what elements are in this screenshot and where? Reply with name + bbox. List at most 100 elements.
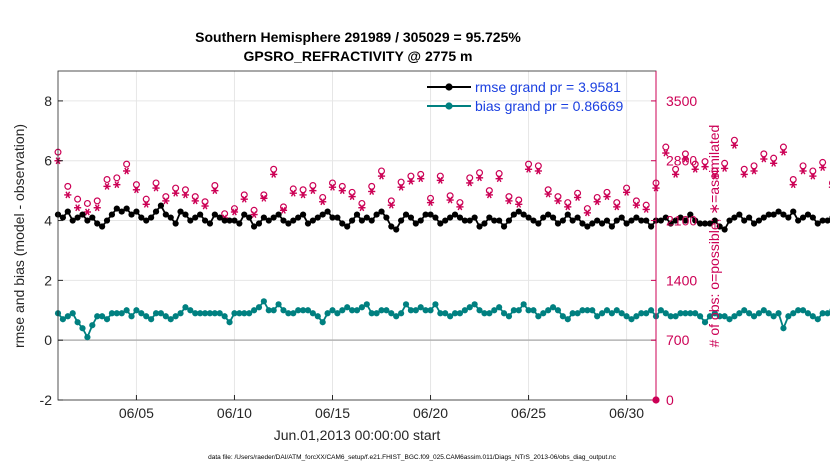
rmse-point: [520, 211, 527, 218]
legend: rmse grand pr = 3.9581 bias grand pr = 0…: [427, 79, 623, 114]
bias-point: [201, 310, 209, 317]
bias-point: [746, 310, 753, 317]
rmse-point: [476, 223, 483, 230]
obs-possible-point: [397, 178, 405, 186]
bias-point: [157, 310, 165, 317]
rmse-point: [304, 220, 312, 227]
obs-assimilated-point: [485, 191, 493, 199]
bias-point: [260, 298, 267, 305]
rmse-point: [731, 214, 738, 221]
rmse-point: [221, 217, 228, 224]
obs-assimilated-point: [279, 206, 288, 214]
obs-assimilated-point: [113, 181, 121, 189]
y-axis-left-ticks: -2 0 2 4 6 8: [40, 93, 63, 408]
rmse-point: [295, 214, 302, 221]
rmse-point: [804, 211, 812, 218]
x-tick-label-1: 06/10: [217, 405, 252, 421]
rmse-point: [741, 217, 748, 224]
rmse-point: [319, 211, 326, 218]
bias-point: [197, 310, 204, 317]
obs-possible-point: [113, 174, 121, 182]
rmse-point: [148, 214, 155, 221]
rmse-point: [746, 214, 753, 221]
bias-point: [795, 307, 802, 314]
obs-possible-point: [779, 143, 787, 151]
obs-assimilated-point: [534, 167, 542, 175]
rmse-point: [103, 217, 111, 224]
obs-possible-point: [691, 160, 699, 168]
bias-point: [74, 319, 81, 326]
rmse-point: [407, 214, 415, 221]
bias-point: [623, 313, 630, 320]
bias-point: [363, 301, 370, 308]
bias-point: [427, 307, 434, 314]
rmse-point: [461, 217, 468, 224]
rmse-point: [584, 223, 591, 230]
bias-point: [687, 310, 694, 317]
rmse-point: [574, 214, 581, 221]
obs-assimilated-point: [770, 159, 778, 167]
obs-assimilated-point: [799, 167, 807, 175]
bias-point: [496, 304, 503, 311]
bias-point: [456, 310, 464, 317]
rmse-point: [662, 214, 669, 221]
obs-possible-point: [152, 179, 160, 187]
rmse-point: [633, 214, 640, 221]
obs-assimilated-point: [142, 200, 150, 208]
rmse-point: [329, 214, 336, 221]
obs-assimilated-point: [358, 204, 366, 212]
obs-assimilated-point: [417, 175, 425, 183]
rmse-point: [549, 214, 557, 221]
x-axis-label: Jun.01,2013 00:00:00 start: [274, 427, 441, 443]
bias-point: [192, 310, 199, 317]
rmse-point: [353, 211, 361, 218]
bias-point: [275, 301, 282, 308]
rmse-point: [530, 217, 537, 224]
rmse-point: [398, 217, 405, 224]
bias-point: [216, 310, 223, 317]
y-right-tick-label-4: 2800: [666, 153, 697, 169]
rmse-point: [133, 208, 140, 215]
bias-point: [760, 307, 767, 314]
x-tick-label-2: 06/15: [315, 405, 350, 421]
rmse-point: [750, 220, 758, 227]
chart-title-line2: GPSRO_REFRACTIVITY @ 2775 m: [244, 48, 473, 64]
rmse-point: [123, 205, 130, 212]
obs-assimilated-point: [642, 205, 650, 213]
bias-point: [647, 307, 655, 314]
bias-point: [549, 304, 557, 311]
rmse-point: [388, 223, 395, 230]
rmse-point: [451, 211, 459, 218]
rmse-point: [481, 220, 488, 227]
rmse-point: [157, 202, 165, 209]
obs-assimilated-point: [377, 172, 386, 180]
bias-point: [701, 319, 709, 326]
y-left-tick-label-4: 6: [44, 153, 52, 169]
rmse-point: [339, 220, 346, 227]
bias-point: [329, 307, 336, 314]
obs-possible-point: [132, 181, 140, 189]
obs-possible-point: [123, 160, 131, 168]
bias-point: [187, 307, 194, 314]
rmse-point: [824, 217, 830, 224]
x-tick-label-4: 06/25: [511, 405, 546, 421]
rmse-point: [152, 208, 160, 215]
bias-point: [692, 310, 699, 317]
obs-assimilated-point: [691, 165, 699, 173]
obs-possible-point: [662, 143, 670, 151]
rmse-point: [368, 217, 375, 224]
bias-point: [520, 301, 527, 308]
bias-point: [510, 307, 517, 314]
rmse-point: [701, 220, 709, 227]
bias-point: [579, 307, 586, 314]
rmse-point: [564, 211, 571, 218]
bias-point: [775, 310, 782, 317]
obs-assimilated-point: [632, 201, 640, 209]
obs-assimilated-point: [446, 196, 454, 204]
rmse-point: [447, 214, 454, 221]
bias-point: [682, 310, 689, 317]
bias-point: [736, 310, 743, 317]
obs-possible-point: [270, 165, 278, 173]
rmse-point: [373, 211, 380, 218]
bias-point: [299, 307, 307, 314]
